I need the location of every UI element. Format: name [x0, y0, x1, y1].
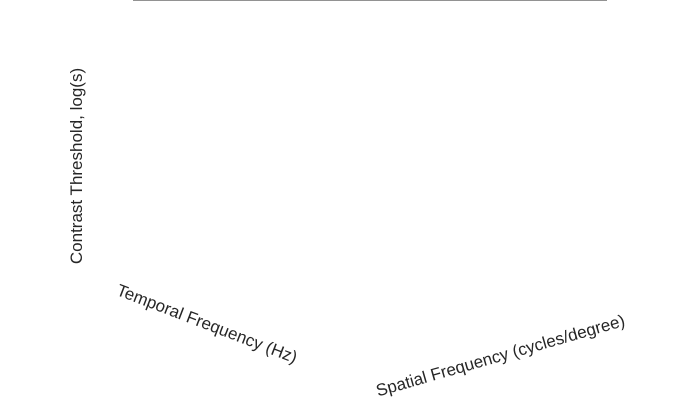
y-tick-label: 0 [219, 0, 227, 3]
x-tick-label: -40 [312, 0, 332, 3]
z-axis-ticks: -3-2-10 [300, 0, 326, 3]
z-tick-label: 0 [304, 0, 312, 3]
x-axis-label: Spatial Frequency (cycles/degree) [374, 311, 627, 400]
y-axis-label: Temporal Frequency (Hz) [114, 281, 300, 367]
x-tick-label: 0 [462, 0, 470, 3]
x-tick-label: -20 [384, 0, 404, 3]
z-tick-label: -3 [300, 0, 313, 3]
x-axis-ticks: -40 -20 0 20 40 [312, 0, 617, 3]
z-axis-label: Contrast Threshold, log(s) [67, 68, 86, 264]
x-tick-label: 20 [529, 0, 545, 3]
x-tick-label: 40 [601, 0, 617, 3]
y-axis-ticks: -1000100 [117, 0, 330, 3]
y-tick-label: -100 [302, 0, 330, 3]
y-tick-label: 100 [117, 0, 141, 3]
z-tick-label: -2 [300, 0, 313, 3]
z-tick-label: -1 [300, 0, 313, 3]
